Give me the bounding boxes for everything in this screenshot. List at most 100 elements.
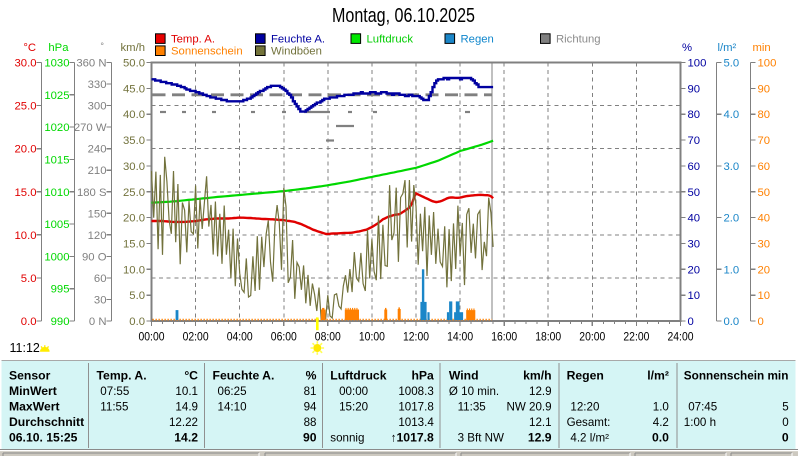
svg-text:70: 70: [688, 135, 701, 147]
svg-text:1000: 1000: [44, 251, 69, 263]
svg-text:40.0: 40.0: [123, 109, 145, 121]
svg-text:°C: °C: [23, 42, 36, 54]
svg-text:sonnig: sonnig: [330, 431, 364, 444]
svg-text:360 N: 360 N: [76, 58, 106, 70]
svg-text:15.0: 15.0: [15, 187, 37, 199]
svg-text:300: 300: [88, 101, 107, 113]
svg-text:14.2: 14.2: [174, 430, 198, 444]
svg-text:0.0: 0.0: [21, 316, 37, 328]
svg-text:12.22: 12.22: [169, 416, 198, 429]
svg-text:↑1017.8: ↑1017.8: [390, 430, 434, 444]
svg-text:100: 100: [688, 58, 707, 70]
svg-text:hPa: hPa: [48, 42, 69, 54]
svg-text:15.0: 15.0: [123, 238, 145, 250]
svg-text:04:00: 04:00: [227, 330, 253, 344]
svg-text:40: 40: [758, 213, 771, 225]
svg-text:4.2: 4.2: [653, 416, 669, 429]
svg-text:60: 60: [94, 273, 107, 285]
svg-text:07:45: 07:45: [688, 400, 717, 413]
svg-text:30: 30: [94, 294, 107, 306]
svg-text:Sensor: Sensor: [9, 368, 51, 382]
svg-text:0.0: 0.0: [652, 430, 669, 444]
svg-text:Sonnenschein min: Sonnenschein min: [684, 368, 789, 382]
svg-text:70: 70: [758, 135, 771, 147]
svg-text:330: 330: [88, 79, 107, 91]
svg-text:Durchschnitt: Durchschnitt: [9, 415, 84, 429]
svg-text:10:00: 10:00: [359, 330, 385, 344]
svg-text:80: 80: [688, 109, 701, 121]
svg-text:18:00: 18:00: [535, 330, 561, 344]
svg-text:km/h: km/h: [523, 368, 551, 382]
svg-text:5.0: 5.0: [129, 290, 145, 302]
svg-text:Wind: Wind: [449, 368, 479, 382]
svg-text:150: 150: [88, 208, 107, 220]
svg-text:24:00: 24:00: [668, 330, 694, 344]
svg-text:02:00: 02:00: [183, 330, 209, 344]
svg-text:Temp. A.: Temp. A.: [171, 34, 215, 46]
svg-text:Regen: Regen: [461, 34, 494, 46]
svg-text:180 S: 180 S: [77, 187, 107, 199]
svg-text:%: %: [682, 42, 692, 54]
svg-text:90: 90: [688, 83, 701, 95]
svg-text:Temp. A.: Temp. A.: [97, 368, 147, 382]
svg-text:Montag, 06.10.2025: Montag, 06.10.2025: [332, 4, 475, 27]
svg-text:Gesamt:: Gesamt:: [567, 416, 611, 429]
svg-text:1025: 1025: [44, 90, 69, 102]
svg-text:50: 50: [688, 187, 701, 199]
svg-text:Feuchte A.: Feuchte A.: [271, 34, 325, 46]
svg-text:00:00: 00:00: [139, 330, 165, 344]
svg-text:16:00: 16:00: [491, 330, 517, 344]
svg-text:20: 20: [758, 264, 771, 276]
svg-text:14.9: 14.9: [175, 400, 198, 413]
svg-text:Sonnenschein: Sonnenschein: [171, 46, 243, 58]
svg-text:81: 81: [304, 385, 317, 398]
svg-text:00:00: 00:00: [339, 385, 368, 398]
svg-text:12:00: 12:00: [403, 330, 429, 344]
svg-text:990: 990: [51, 316, 70, 328]
svg-text:°C: °C: [184, 368, 198, 382]
svg-text:1008.3: 1008.3: [398, 385, 433, 398]
svg-text:km/h: km/h: [121, 42, 145, 54]
svg-text:06.10. 15:25: 06.10. 15:25: [9, 430, 78, 444]
svg-text:240: 240: [88, 144, 107, 156]
svg-text:30: 30: [758, 238, 771, 250]
svg-text:20.0: 20.0: [15, 144, 37, 156]
svg-text:1.0: 1.0: [653, 400, 669, 413]
svg-text:94: 94: [304, 400, 317, 413]
svg-text:22:00: 22:00: [623, 330, 649, 344]
svg-text:5: 5: [782, 400, 788, 413]
svg-text:Feuchte A.: Feuchte A.: [213, 368, 275, 382]
svg-text:Luftdruck: Luftdruck: [330, 368, 386, 382]
svg-text:10.0: 10.0: [15, 230, 37, 242]
svg-text:NW 20.9: NW 20.9: [506, 400, 551, 413]
svg-text:3.0: 3.0: [724, 161, 740, 173]
svg-text:4.2 l/m²: 4.2 l/m²: [570, 431, 609, 444]
svg-text:0: 0: [782, 416, 788, 429]
svg-text:12.9: 12.9: [528, 430, 552, 444]
svg-text:3 Bft NW: 3 Bft NW: [458, 431, 504, 444]
svg-text:60: 60: [758, 161, 771, 173]
svg-text:50.0: 50.0: [123, 58, 145, 70]
svg-text:1015: 1015: [44, 154, 69, 166]
svg-text:2.0: 2.0: [724, 213, 740, 225]
svg-text:0: 0: [758, 316, 764, 328]
svg-text:10: 10: [758, 290, 771, 302]
svg-text:Richtung: Richtung: [556, 34, 601, 46]
svg-text:1.0: 1.0: [724, 264, 740, 276]
svg-text:Windböen: Windböen: [271, 46, 322, 58]
svg-text:0 N: 0 N: [89, 316, 107, 328]
svg-text:210: 210: [88, 165, 107, 177]
svg-text:20: 20: [688, 264, 701, 276]
svg-text:35.0: 35.0: [123, 135, 145, 147]
svg-text:06:25: 06:25: [218, 385, 247, 398]
svg-text:1017.8: 1017.8: [398, 400, 433, 413]
svg-text:88: 88: [304, 416, 317, 429]
svg-text:10.0: 10.0: [123, 264, 145, 276]
svg-text:270 W: 270 W: [74, 122, 107, 134]
svg-text:MinWert: MinWert: [9, 384, 57, 398]
svg-text:12.1: 12.1: [529, 416, 552, 429]
svg-text:1:00 h: 1:00 h: [684, 416, 716, 429]
svg-text:Ø 10 min.: Ø 10 min.: [449, 385, 499, 398]
svg-text:25.0: 25.0: [123, 187, 145, 199]
svg-text:14:00: 14:00: [447, 330, 473, 344]
